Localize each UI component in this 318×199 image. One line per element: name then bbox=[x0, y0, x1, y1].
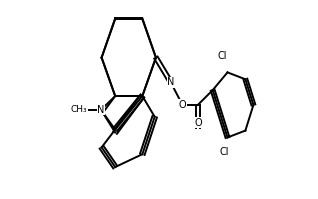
Text: Cl: Cl bbox=[219, 147, 229, 157]
Text: Cl: Cl bbox=[218, 51, 227, 61]
Text: N: N bbox=[97, 105, 105, 115]
Text: O: O bbox=[194, 118, 202, 128]
Text: CH₃: CH₃ bbox=[71, 105, 87, 114]
Text: N: N bbox=[167, 77, 174, 87]
Text: O: O bbox=[179, 100, 186, 110]
